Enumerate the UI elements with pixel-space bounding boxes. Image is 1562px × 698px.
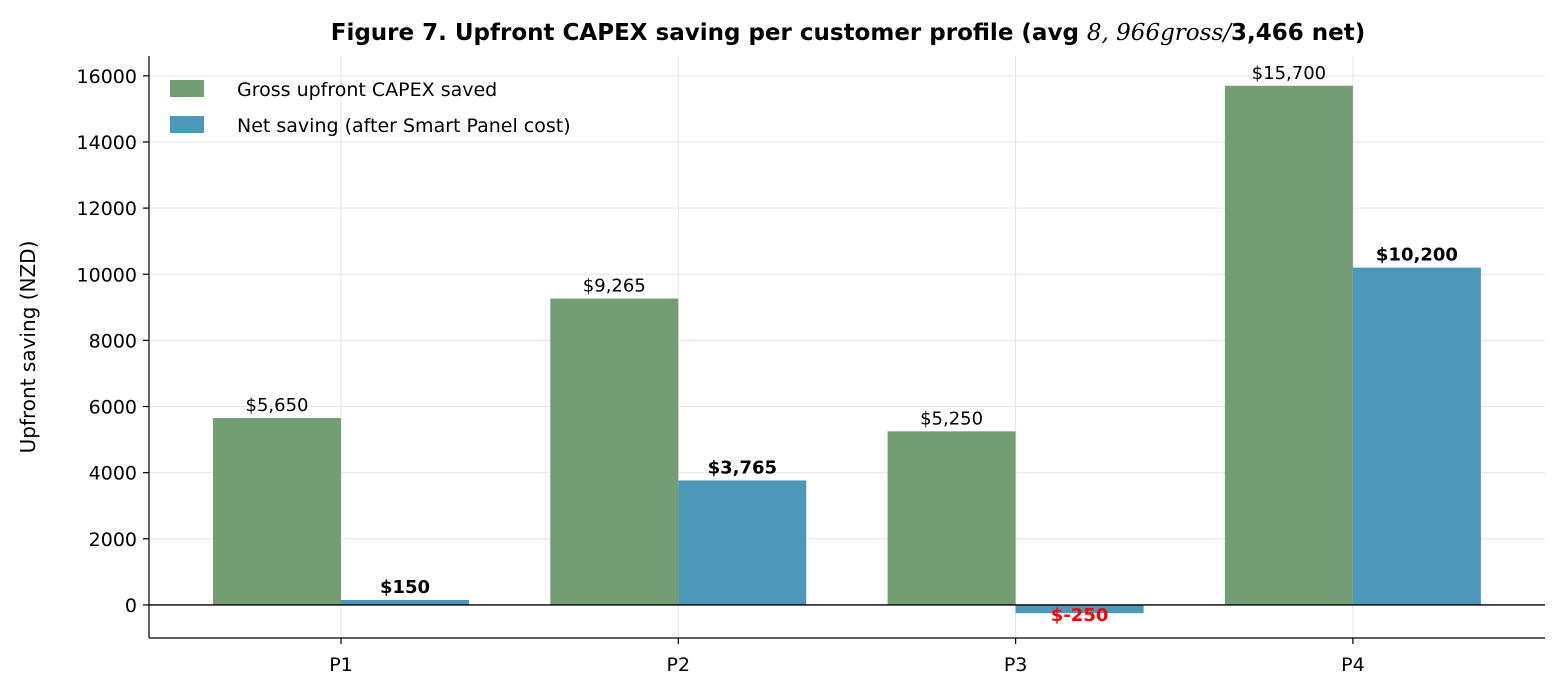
- chart-title-part: Figure 7. Upfront CAPEX saving per custo…: [331, 20, 1087, 46]
- legend-swatch-net: [170, 116, 204, 133]
- gross-bar: [213, 418, 341, 605]
- y-tick-label: 4000: [89, 463, 137, 485]
- chart-title-part: 3,466 net): [1231, 20, 1365, 46]
- net-value-label: $3,765: [708, 457, 777, 478]
- x-axis-ticks: P1 P2 P3 P4: [329, 638, 1365, 676]
- net-bar: [1015, 604, 1144, 614]
- chart-title-part: 8, 966gross/: [1087, 20, 1233, 46]
- legend-label-gross: Gross upfront CAPEX saved: [237, 79, 497, 101]
- gross-value-label: $5,650: [246, 395, 309, 416]
- legend: Gross upfront CAPEX saved Net saving (aft…: [170, 79, 571, 137]
- gross-value-label: $5,250: [920, 408, 983, 429]
- y-tick-label: 14000: [77, 132, 137, 154]
- y-axis-ticks: 0 2000 4000 6000 8000 10000 12000 14000 16000: [77, 66, 149, 617]
- y-axis-label: Upfront saving (NZD): [16, 241, 40, 454]
- gross-bar: [550, 298, 679, 605]
- y-tick-label: 12000: [77, 198, 137, 220]
- legend-swatch-gross: [170, 80, 204, 97]
- y-tick-label: 2000: [89, 529, 137, 551]
- net-bar: [341, 599, 469, 605]
- y-tick-label: 16000: [77, 66, 137, 88]
- gross-value-label: $9,265: [583, 276, 646, 297]
- gross-value-label: $15,700: [1252, 63, 1326, 84]
- legend-label-net: Net saving (after Smart Panel cost): [237, 115, 571, 137]
- gross-bar: [1224, 85, 1353, 605]
- y-tick-label: 6000: [89, 397, 137, 419]
- y-tick-label: 0: [125, 595, 137, 617]
- gross-bar: [887, 431, 1016, 605]
- bars: [213, 85, 1481, 614]
- axes: [148, 56, 1545, 639]
- y-tick-label: 8000: [89, 330, 137, 352]
- x-tick-label: P2: [667, 654, 691, 676]
- net-value-label: $10,200: [1376, 245, 1458, 266]
- x-tick-label: P4: [1341, 654, 1365, 676]
- y-tick-label: 10000: [77, 264, 137, 286]
- net-bar: [1352, 267, 1481, 605]
- net-bar: [678, 480, 807, 605]
- net-value-label: $150: [380, 577, 430, 598]
- x-tick-label: P3: [1004, 654, 1028, 676]
- x-tick-label: P1: [329, 654, 353, 676]
- net-value-label: $-250: [1051, 605, 1109, 626]
- bar-value-labels: $5,650 $9,265 $5,250 $15,700 $150 $3,765 $-250…: [246, 63, 1458, 626]
- chart-title: Figure 7. Upfront CAPEX saving per custo…: [331, 20, 1366, 46]
